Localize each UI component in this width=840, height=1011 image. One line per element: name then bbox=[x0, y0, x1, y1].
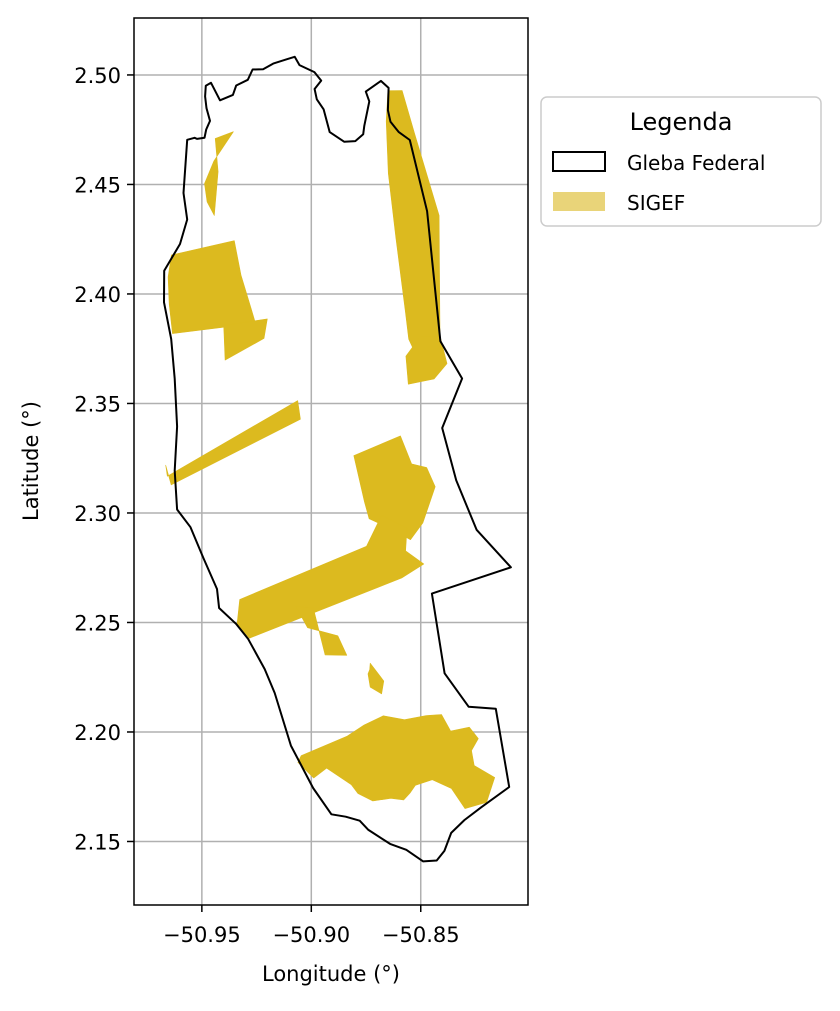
legend-swatch-gleba-federal bbox=[552, 151, 606, 172]
sigef-parcel bbox=[223, 318, 268, 361]
y-tick-label: 2.50 bbox=[74, 64, 121, 88]
y-tick-label: 2.40 bbox=[74, 283, 121, 307]
y-axis-label: Latitude (°) bbox=[19, 401, 43, 521]
sigef-parcel bbox=[385, 90, 441, 361]
y-tick-label: 2.45 bbox=[74, 173, 121, 197]
y-tick-label: 2.25 bbox=[74, 611, 121, 635]
legend-swatch-sigef bbox=[553, 192, 605, 211]
legend-label-sigef: SIGEF bbox=[627, 191, 685, 215]
x-axis-label: Longitude (°) bbox=[262, 962, 400, 986]
axes-frame bbox=[133, 17, 529, 906]
x-tick-label: −50.85 bbox=[382, 923, 460, 947]
gleba-federal-boundary bbox=[163, 55, 512, 863]
sigef-parcel bbox=[297, 714, 496, 809]
y-tick-label: 2.30 bbox=[74, 502, 121, 526]
sigef-parcel bbox=[165, 400, 301, 486]
sigef-parcel bbox=[353, 435, 436, 541]
y-tick-label: 2.20 bbox=[74, 721, 121, 745]
legend-title: Legenda bbox=[630, 108, 733, 136]
sigef-parcel bbox=[204, 131, 234, 216]
sigef-parcel bbox=[295, 606, 348, 656]
sigef-parcel bbox=[367, 662, 385, 695]
sigef-layer bbox=[165, 90, 496, 809]
x-tick-label: −50.95 bbox=[163, 923, 241, 947]
sigef-parcel bbox=[236, 514, 425, 639]
y-tick-label: 2.15 bbox=[74, 830, 121, 854]
legend-frame bbox=[540, 96, 822, 227]
legend: Legenda Gleba Federal SIGEF bbox=[540, 96, 822, 227]
sigef-parcel bbox=[167, 240, 256, 334]
x-tick-label: −50.90 bbox=[272, 923, 350, 947]
axis-ticks: −50.95 −50.90 −50.85 2.15 2.20 2.25 2.30 2.35 2.… bbox=[74, 64, 459, 947]
y-tick-label: 2.35 bbox=[74, 392, 121, 416]
legend-label-gleba-federal: Gleba Federal bbox=[627, 151, 765, 175]
